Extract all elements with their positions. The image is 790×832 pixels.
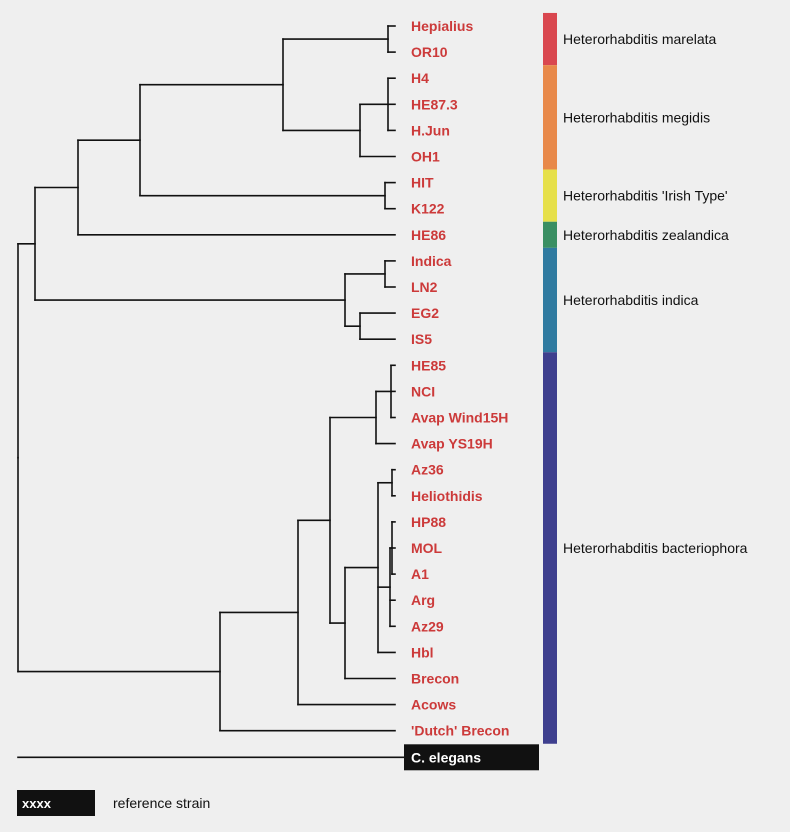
taxon-label-hp88: HP88 [411,514,446,530]
reference-taxon-box [404,744,539,771]
clade-color-bars [543,12,557,744]
clade-names: Heterorhabditis marelata Heterorhabditis … [563,31,748,556]
taxon-label-indica: Indica [411,253,452,269]
clade-bar-heterorhabditis-zealandica [543,221,557,248]
legend-swatch-text: xxxx [22,796,52,811]
clade-name-heterorhabditis-marelata: Heterorhabditis marelata [563,31,717,47]
legend-label: reference strain [113,795,210,811]
taxon-label-he86: HE86 [411,227,446,243]
taxon-label-brecon: Brecon [411,671,459,687]
taxon-label-avap-wind15h: Avap Wind15H [411,410,508,426]
taxon-label-az29: Az29 [411,618,444,634]
taxon-label-h4: H4 [411,70,429,86]
reference-taxon-label: C. elegans [411,749,481,765]
taxon-label-is5: IS5 [411,331,432,347]
taxon-label-az36: Az36 [411,462,444,478]
taxon-label-he87-3: HE87.3 [411,96,458,112]
taxon-label-nci: NCI [411,383,435,399]
taxon-label-or10: OR10 [411,44,448,60]
taxon-labels: Hepialius OR10 H4 HE87.3 H.Jun OH1 HIT K122 HE86… [411,18,509,739]
tree-branches [17,25,405,759]
clade-bar-heterorhabditis-irish-type [543,169,557,222]
taxon-label-mol: MOL [411,540,443,556]
taxon-label-hbl: Hbl [411,644,434,660]
clade-name-heterorhabditis-megidis: Heterorhabditis megidis [563,109,710,125]
clade-name-heterorhabditis-irish-type: Heterorhabditis 'Irish Type' [563,188,728,204]
reference-strain: C. elegans [404,744,539,771]
taxon-label-arg: Arg [411,592,435,608]
taxon-label-acows: Acows [411,697,456,713]
taxon-label-h-jun: H.Jun [411,122,450,138]
taxon-label-eg2: EG2 [411,305,439,321]
taxon-label-heliothidis: Heliothidis [411,488,483,504]
taxon-label-avap-ys19h: Avap YS19H [411,436,493,452]
taxon-label-ln2: LN2 [411,279,438,295]
clade-bar-heterorhabditis-megidis [543,65,557,170]
taxon-label-dutch-brecon: 'Dutch' Brecon [411,723,509,739]
taxon-label-a1: A1 [411,566,429,582]
taxon-label-he85: HE85 [411,357,446,373]
clade-bar-heterorhabditis-bacteriophora [543,352,557,744]
clade-name-heterorhabditis-zealandica: Heterorhabditis zealandica [563,227,729,243]
taxon-label-hit: HIT [411,175,434,191]
clade-name-heterorhabditis-indica: Heterorhabditis indica [563,292,699,308]
legend: xxxx reference strain [17,790,210,816]
clade-bar-heterorhabditis-marelata [543,12,557,66]
taxon-label-oh1: OH1 [411,149,440,165]
clade-name-heterorhabditis-bacteriophora: Heterorhabditis bacteriophora [563,540,748,556]
taxon-label-k122: K122 [411,201,445,217]
legend-swatch [17,790,95,816]
taxon-label-hepialius: Hepialius [411,18,473,34]
clade-bar-heterorhabditis-indica [543,247,557,353]
